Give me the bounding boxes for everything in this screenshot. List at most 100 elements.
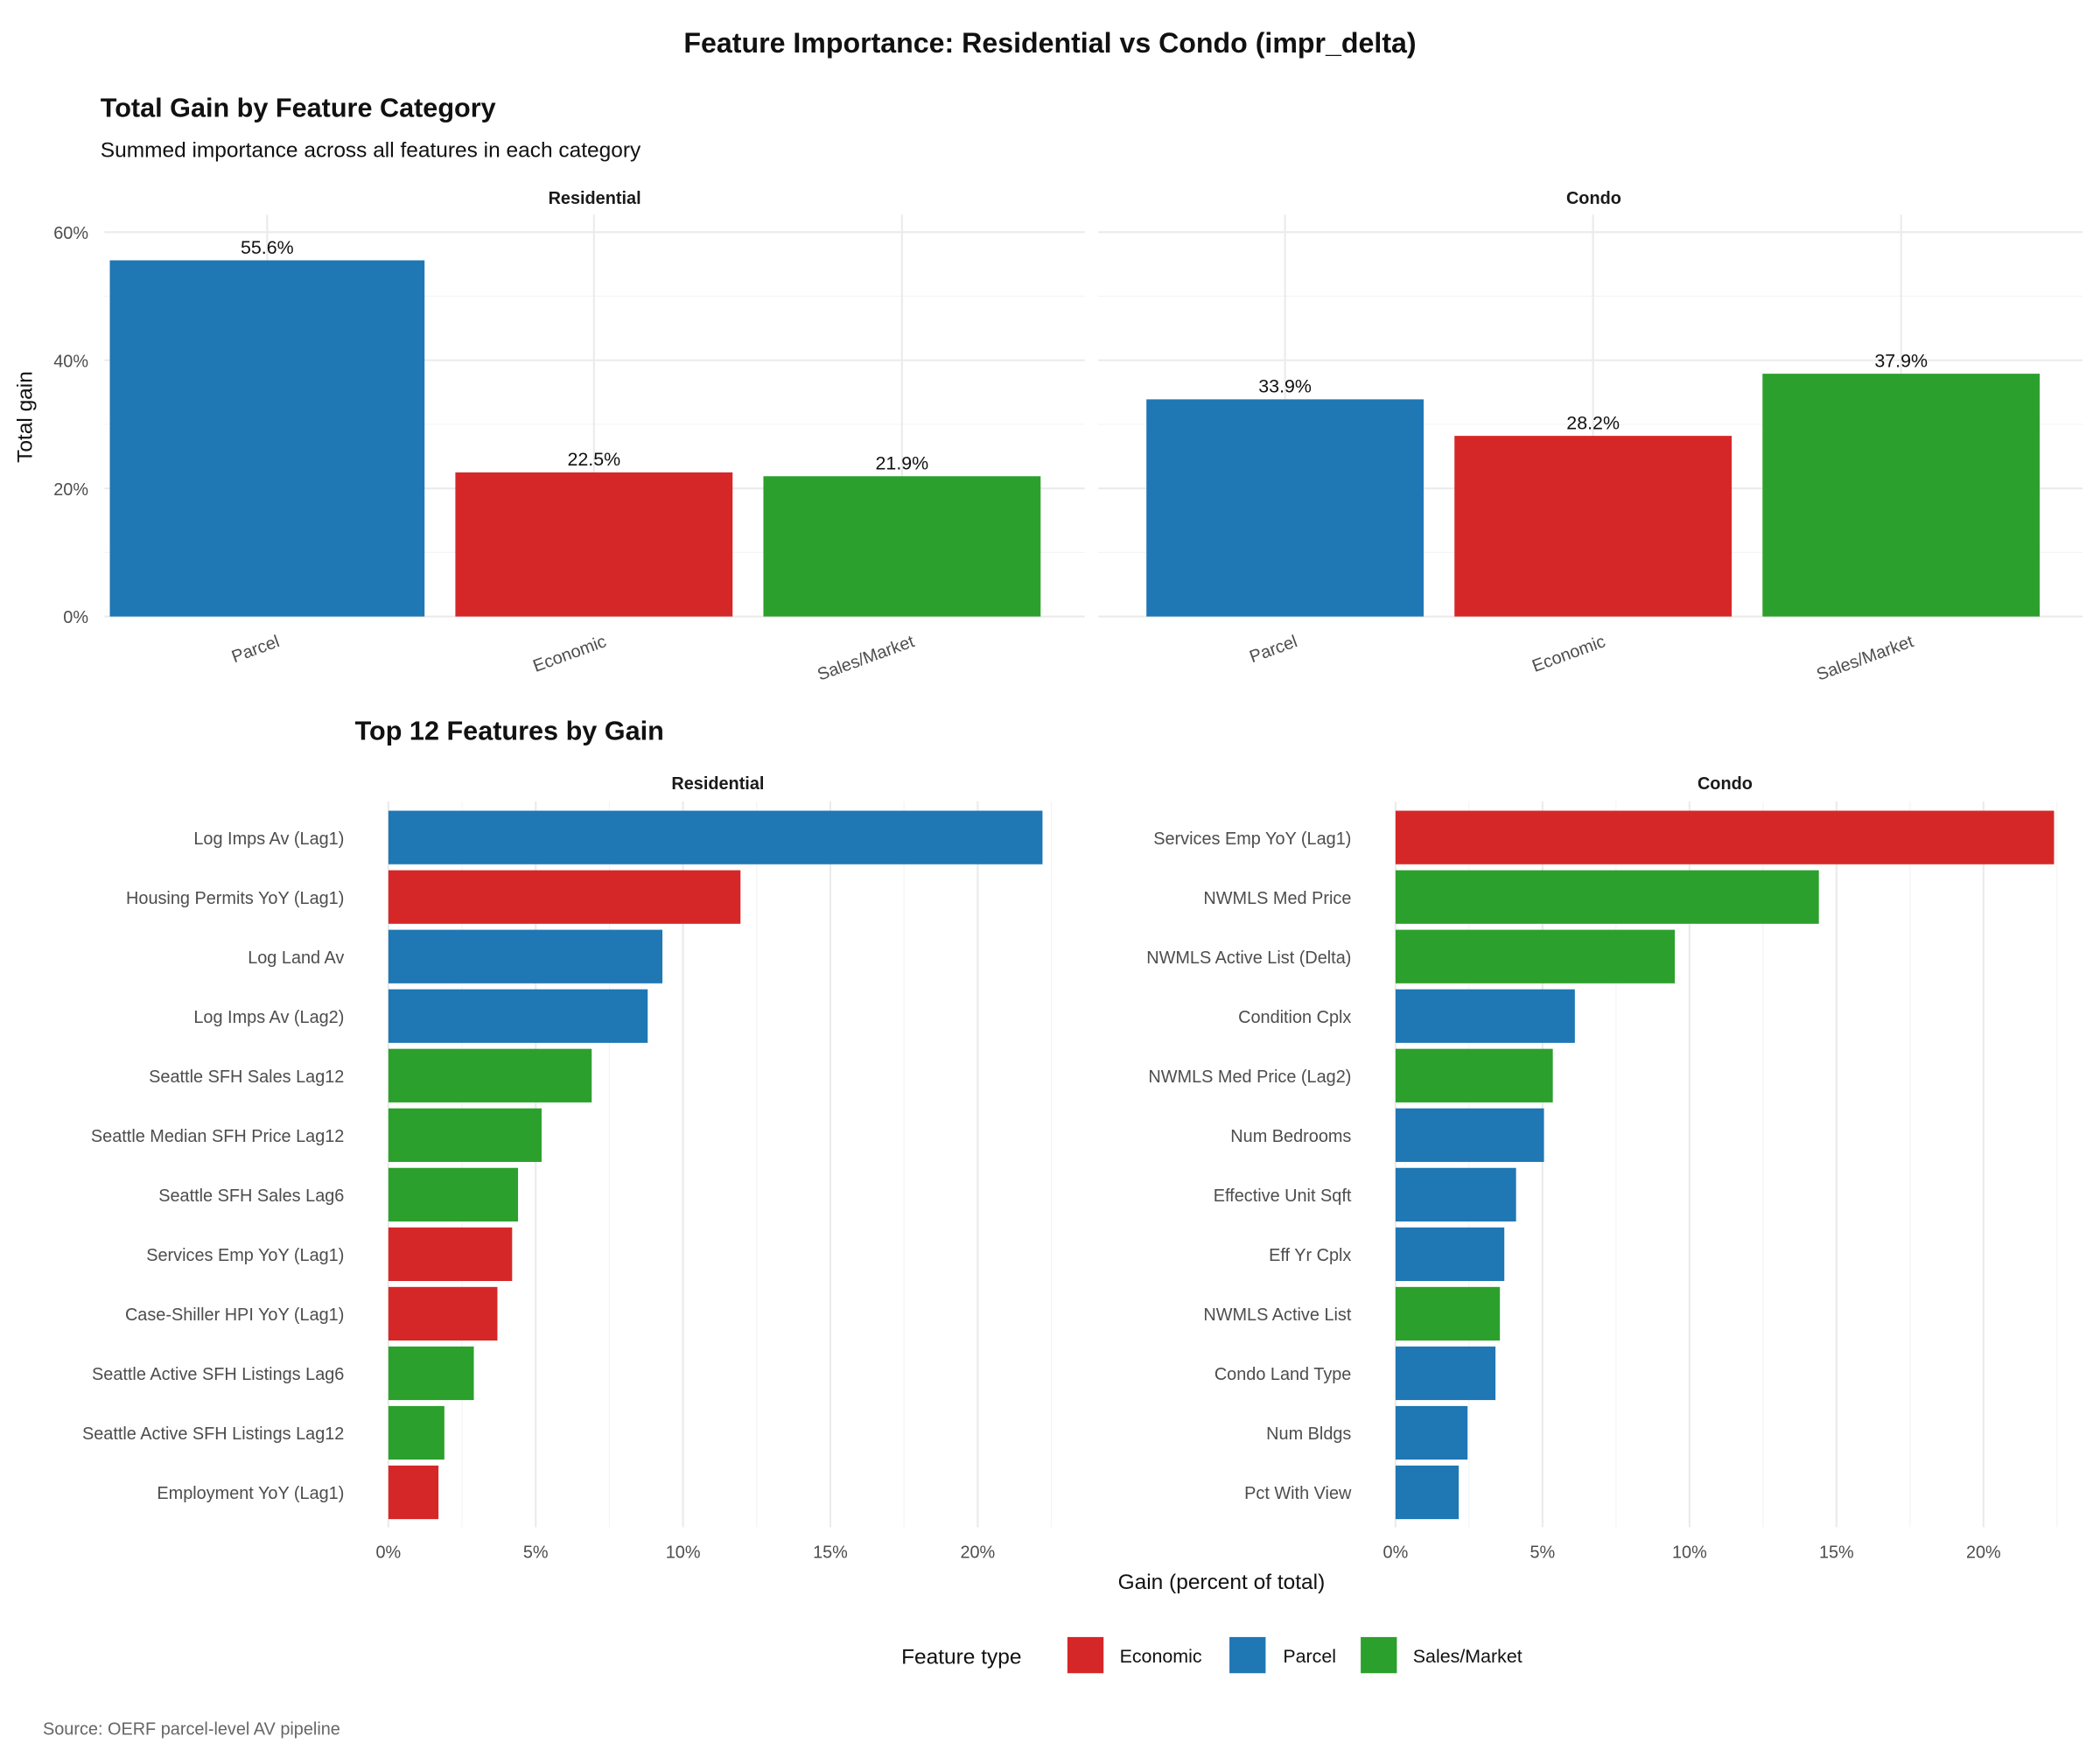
y-tick-label: Pct With View bbox=[1244, 1484, 1352, 1503]
y-tick-label: 0% bbox=[63, 608, 88, 627]
y-tick-label: Num Bldgs bbox=[1266, 1424, 1351, 1444]
legend-label: Sales/Market bbox=[1413, 1646, 1522, 1667]
top-chart: Residential 55.6% Parcel 22.5% Economic 21.9%… bbox=[53, 189, 2083, 685]
data-label: 33.9% bbox=[1258, 376, 1312, 397]
y-tick-label: Case-Shiller HPI YoY (Lag1) bbox=[125, 1306, 344, 1325]
bar-parcel bbox=[109, 260, 425, 617]
data-label: 22.5% bbox=[567, 449, 620, 470]
data-label: 21.9% bbox=[876, 453, 929, 474]
bar-parcel bbox=[1395, 1227, 1505, 1282]
y-tick-label: Log Imps Av (Lag2) bbox=[193, 1008, 344, 1027]
x-tick-label: 20% bbox=[1966, 1544, 2001, 1563]
x-tick-label: Sales/Market bbox=[815, 632, 917, 685]
panel-condo: Condo Services Emp YoY (Lag1) NWMLS Med Pr… bbox=[1146, 774, 2058, 1563]
y-axis-title: Total gain bbox=[14, 371, 38, 463]
strip-label: Condo bbox=[1566, 189, 1621, 208]
bar-economic bbox=[455, 472, 733, 617]
y-tick-label: NWMLS Med Price (Lag2) bbox=[1148, 1068, 1351, 1087]
strip-label: Residential bbox=[549, 189, 641, 208]
legend-key-parcel bbox=[1229, 1636, 1266, 1674]
bar-sales-market bbox=[388, 1048, 592, 1102]
bar-parcel bbox=[388, 989, 648, 1043]
x-tick-label: Parcel bbox=[1247, 632, 1299, 667]
bar-sales-market bbox=[388, 1405, 444, 1460]
panel-residential: Residential 55.6% Parcel 22.5% Economic 21.9%… bbox=[53, 189, 1085, 685]
bar-economic bbox=[1395, 810, 2054, 864]
y-tick-label: Seattle Active SFH Listings Lag12 bbox=[82, 1424, 344, 1444]
bar-sales-market bbox=[763, 476, 1041, 617]
bar-parcel bbox=[388, 929, 663, 984]
bar-sales-market bbox=[1762, 374, 2040, 617]
bar-parcel bbox=[1395, 1346, 1496, 1401]
x-tick-label: 20% bbox=[960, 1544, 995, 1563]
bar-sales-market bbox=[388, 1346, 474, 1401]
y-tick-label: Eff Yr Cplx bbox=[1269, 1246, 1351, 1265]
top-chart-subtitle: Summed importance across all features in… bbox=[101, 139, 641, 163]
bar-sales-market bbox=[388, 1167, 519, 1222]
bar-parcel bbox=[1395, 1167, 1516, 1222]
strip-label: Residential bbox=[671, 774, 764, 794]
y-tick-label: NWMLS Med Price bbox=[1203, 889, 1351, 908]
x-tick-label: Sales/Market bbox=[1814, 632, 1916, 685]
top-chart-title: Total Gain by Feature Category bbox=[101, 94, 496, 123]
x-tick-label: 0% bbox=[1383, 1544, 1409, 1563]
panel-residential: Residential Log Imps Av (Lag1) Housing Per… bbox=[82, 774, 1053, 1563]
bar-economic bbox=[388, 1465, 439, 1520]
x-tick-label: Economic bbox=[530, 632, 609, 676]
x-tick-label: Economic bbox=[1530, 632, 1608, 676]
y-tick-label: Seattle SFH Sales Lag6 bbox=[158, 1186, 344, 1206]
x-axis-title: Gain (percent of total) bbox=[1118, 1571, 1326, 1594]
bar-sales-market bbox=[1395, 1286, 1501, 1341]
y-tick-label: Employment YoY (Lag1) bbox=[157, 1484, 344, 1503]
bar-parcel bbox=[1395, 1465, 1460, 1520]
legend-label: Economic bbox=[1120, 1646, 1202, 1667]
y-tick-label: Condo Land Type bbox=[1214, 1365, 1352, 1384]
x-tick-label: 10% bbox=[1672, 1544, 1707, 1563]
caption: Source: OERF parcel-level AV pipeline bbox=[43, 1720, 340, 1740]
y-tick-label: NWMLS Active List (Delta) bbox=[1146, 948, 1351, 968]
data-label: 55.6% bbox=[241, 237, 294, 258]
y-tick-label: 60% bbox=[53, 224, 88, 243]
bar-sales-market bbox=[388, 1108, 542, 1162]
y-tick-label: Condition Cplx bbox=[1238, 1008, 1351, 1027]
y-tick-label: Num Bedrooms bbox=[1230, 1127, 1351, 1146]
y-tick-label: Seattle SFH Sales Lag12 bbox=[149, 1068, 344, 1087]
panel-condo: Condo 33.9% Parcel 28.2% Economic 37.9% Sales/… bbox=[1098, 189, 2083, 685]
legend-title: Feature type bbox=[901, 1646, 1021, 1670]
bar-parcel bbox=[388, 810, 1043, 864]
y-tick-label: Services Emp YoY (Lag1) bbox=[1153, 830, 1351, 849]
x-tick-label: 5% bbox=[523, 1544, 549, 1563]
bottom-chart: Residential Log Imps Av (Lag1) Housing Per… bbox=[82, 774, 2058, 1563]
y-tick-label: Effective Unit Sqft bbox=[1214, 1186, 1352, 1206]
y-tick-label: 20% bbox=[53, 480, 88, 500]
data-label: 28.2% bbox=[1566, 412, 1620, 433]
y-tick-label: 40% bbox=[53, 352, 88, 371]
y-tick-label: Services Emp YoY (Lag1) bbox=[146, 1246, 344, 1265]
x-tick-label: 0% bbox=[376, 1544, 402, 1563]
legend-key-sales-market bbox=[1361, 1636, 1397, 1674]
bar-economic bbox=[388, 870, 741, 924]
bar-economic bbox=[388, 1286, 498, 1341]
y-tick-label: Seattle Median SFH Price Lag12 bbox=[91, 1127, 344, 1146]
figure-title: Feature Importance: Residential vs Condo… bbox=[683, 27, 1416, 59]
bar-sales-market bbox=[1395, 870, 1819, 924]
bar-parcel bbox=[1395, 989, 1575, 1043]
x-tick-label: 5% bbox=[1530, 1544, 1556, 1563]
y-tick-label: Log Land Av bbox=[248, 948, 344, 968]
bar-parcel bbox=[1395, 1405, 1468, 1460]
data-label: 37.9% bbox=[1874, 350, 1928, 371]
strip-label: Condo bbox=[1698, 774, 1753, 794]
bar-sales-market bbox=[1395, 929, 1676, 984]
y-tick-label: Log Imps Av (Lag1) bbox=[193, 830, 344, 849]
bar-sales-market bbox=[1395, 1048, 1553, 1102]
bottom-chart-title: Top 12 Features by Gain bbox=[355, 716, 664, 746]
legend: Feature type Economic Parcel Sales/Market bbox=[901, 1636, 1522, 1674]
x-tick-label: Parcel bbox=[229, 632, 282, 667]
bar-economic bbox=[388, 1227, 513, 1282]
bar-parcel bbox=[1146, 399, 1424, 617]
bar-parcel bbox=[1395, 1108, 1544, 1162]
y-tick-label: Seattle Active SFH Listings Lag6 bbox=[92, 1365, 344, 1384]
x-tick-label: 15% bbox=[1819, 1544, 1854, 1563]
legend-label: Parcel bbox=[1283, 1646, 1336, 1667]
